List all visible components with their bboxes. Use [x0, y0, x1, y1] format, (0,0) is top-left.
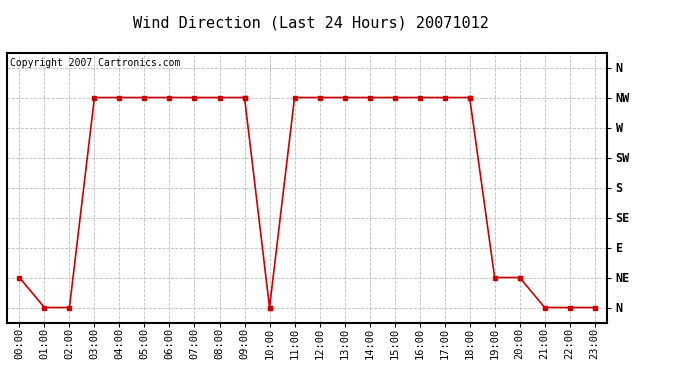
Text: Wind Direction (Last 24 Hours) 20071012: Wind Direction (Last 24 Hours) 20071012 [132, 15, 489, 30]
Text: Copyright 2007 Cartronics.com: Copyright 2007 Cartronics.com [10, 58, 180, 68]
